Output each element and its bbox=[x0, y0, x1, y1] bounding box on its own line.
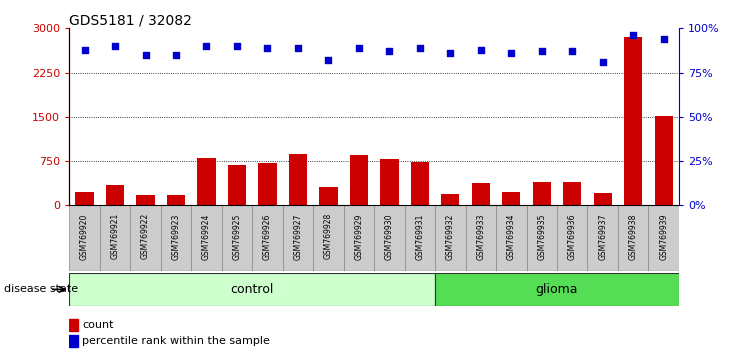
Point bbox=[536, 48, 548, 54]
Bar bbox=[100, 205, 130, 271]
Bar bbox=[228, 165, 246, 205]
Bar bbox=[253, 205, 283, 271]
Bar bbox=[648, 205, 679, 271]
Bar bbox=[106, 185, 124, 205]
Text: GSM769935: GSM769935 bbox=[537, 213, 546, 260]
Bar bbox=[289, 154, 307, 205]
Text: GSM769929: GSM769929 bbox=[354, 213, 364, 259]
Bar bbox=[131, 205, 161, 271]
Text: GSM769932: GSM769932 bbox=[446, 213, 455, 259]
Text: GSM769931: GSM769931 bbox=[415, 213, 424, 259]
Bar bbox=[557, 205, 588, 271]
Bar bbox=[472, 183, 490, 205]
Point bbox=[139, 52, 151, 58]
Bar bbox=[655, 116, 673, 205]
Point bbox=[79, 47, 91, 52]
Bar bbox=[161, 205, 191, 271]
Text: GSM769934: GSM769934 bbox=[507, 213, 516, 260]
Text: GSM769923: GSM769923 bbox=[172, 213, 180, 259]
Text: GSM769936: GSM769936 bbox=[568, 213, 577, 260]
Bar bbox=[496, 205, 526, 271]
Bar bbox=[69, 335, 79, 347]
Point bbox=[261, 45, 273, 51]
Bar bbox=[191, 205, 222, 271]
Text: GSM769925: GSM769925 bbox=[232, 213, 242, 259]
Bar bbox=[593, 193, 612, 205]
Bar bbox=[404, 205, 435, 271]
Point bbox=[383, 48, 395, 54]
Bar bbox=[441, 194, 459, 205]
Bar bbox=[283, 205, 313, 271]
Point bbox=[566, 48, 578, 54]
Bar bbox=[435, 273, 679, 306]
Bar bbox=[563, 182, 581, 205]
Text: count: count bbox=[82, 320, 114, 330]
Text: GSM769928: GSM769928 bbox=[324, 213, 333, 259]
Bar bbox=[411, 162, 429, 205]
Bar bbox=[313, 205, 344, 271]
Point bbox=[658, 36, 669, 42]
Bar bbox=[137, 195, 155, 205]
Point bbox=[627, 33, 639, 38]
Point bbox=[170, 52, 182, 58]
Bar bbox=[167, 195, 185, 205]
Text: GSM769920: GSM769920 bbox=[80, 213, 89, 259]
Point bbox=[231, 43, 243, 49]
Bar bbox=[69, 273, 435, 306]
Text: GDS5181 / 32082: GDS5181 / 32082 bbox=[69, 13, 192, 27]
Bar bbox=[344, 205, 374, 271]
Text: GSM769926: GSM769926 bbox=[263, 213, 272, 259]
Bar bbox=[502, 192, 520, 205]
Bar bbox=[588, 205, 618, 271]
Text: control: control bbox=[231, 283, 274, 296]
Bar bbox=[75, 192, 93, 205]
Bar bbox=[258, 163, 277, 205]
Point bbox=[445, 50, 456, 56]
Point bbox=[323, 57, 334, 63]
Point bbox=[353, 45, 365, 51]
Text: disease state: disease state bbox=[4, 284, 78, 295]
Point bbox=[414, 45, 426, 51]
Bar bbox=[350, 155, 368, 205]
Point bbox=[110, 43, 121, 49]
Text: GSM769937: GSM769937 bbox=[598, 213, 607, 260]
Bar bbox=[533, 182, 551, 205]
Bar bbox=[624, 37, 642, 205]
Bar bbox=[435, 205, 466, 271]
Point bbox=[292, 45, 304, 51]
Text: GSM769924: GSM769924 bbox=[202, 213, 211, 259]
Text: GSM769922: GSM769922 bbox=[141, 213, 150, 259]
Bar bbox=[197, 158, 215, 205]
Text: glioma: glioma bbox=[536, 283, 578, 296]
Point bbox=[201, 43, 212, 49]
Bar bbox=[69, 205, 100, 271]
Text: percentile rank within the sample: percentile rank within the sample bbox=[82, 336, 270, 346]
Bar bbox=[222, 205, 253, 271]
Text: GSM769939: GSM769939 bbox=[659, 213, 668, 260]
Text: GSM769933: GSM769933 bbox=[476, 213, 485, 260]
Text: GSM769921: GSM769921 bbox=[110, 213, 120, 259]
Bar bbox=[618, 205, 648, 271]
Point bbox=[505, 50, 517, 56]
Text: GSM769938: GSM769938 bbox=[629, 213, 638, 259]
Bar bbox=[466, 205, 496, 271]
Bar bbox=[319, 187, 337, 205]
Point bbox=[475, 47, 487, 52]
Point bbox=[597, 59, 609, 65]
Bar bbox=[526, 205, 557, 271]
Text: GSM769927: GSM769927 bbox=[293, 213, 302, 259]
Text: GSM769930: GSM769930 bbox=[385, 213, 394, 260]
Bar bbox=[374, 205, 404, 271]
Bar bbox=[380, 159, 399, 205]
Bar bbox=[69, 319, 79, 331]
